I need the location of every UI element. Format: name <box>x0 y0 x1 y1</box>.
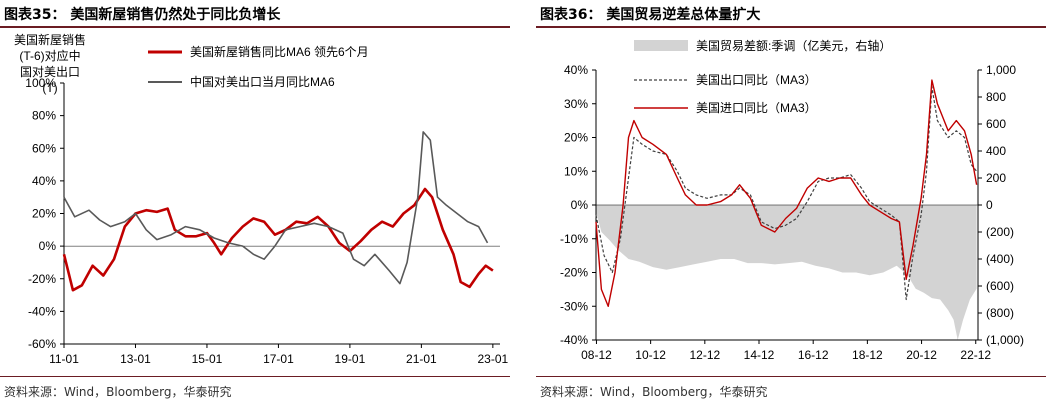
y-axis-label-line: 国对美出口 <box>20 65 80 79</box>
x-tick-label: 16-12 <box>798 348 829 362</box>
y-tick-label-left: -30% <box>560 299 588 313</box>
y-tick-label: 0% <box>39 239 57 253</box>
y-tick-label-right: (400) <box>986 252 1014 266</box>
y-tick-label-right: 0 <box>986 198 993 212</box>
y-axis-label-line: (T) <box>42 81 57 95</box>
x-tick-label: 18-12 <box>852 348 883 362</box>
x-tick-label: 22-12 <box>960 348 991 362</box>
source-note: 资料来源：Wind，Bloomberg，华泰研究 <box>4 385 232 399</box>
y-tick-label: -20% <box>28 272 56 286</box>
legend-label: 美国进口同比（MA3） <box>696 101 817 115</box>
y-tick-label-right: (600) <box>986 279 1014 293</box>
source-note: 资料来源：Wind，Bloomberg，华泰研究 <box>540 385 768 399</box>
y-tick-label-left: 30% <box>564 97 588 111</box>
y-tick-label-right: (1,000) <box>986 333 1024 347</box>
x-tick-label: 19-01 <box>335 352 366 366</box>
chart-title: 美国贸易逆差总体量扩大 <box>606 7 761 23</box>
y-axis-label-line: 美国新屋销售 <box>14 32 86 47</box>
chart-right-svg: 40% 30% 20% 10% 0% -10% -20% -30% -40% 1,000 800 60… <box>560 38 1024 362</box>
y-tick-label-right: 800 <box>986 90 1006 104</box>
x-tick-label: 08-12 <box>581 348 612 362</box>
y-tick-label-right: (800) <box>986 306 1014 320</box>
y-tick-label-left: 20% <box>564 131 588 145</box>
x-tick-label: 21-01 <box>406 352 437 366</box>
x-tick-label: 10-12 <box>635 348 666 362</box>
legend-label: 美国新屋销售同比MA6 领先6个月 <box>190 44 369 59</box>
figure-label: 图表35： <box>4 7 66 23</box>
legend-label: 中国对美出口当月同比MA6 <box>190 74 335 89</box>
chart-panel-right: 图表36： 美国贸易逆差总体量扩大 40% 30% 20% 10% 0% -10% -20%… <box>536 0 1056 410</box>
x-tick-label: 14-12 <box>744 348 775 362</box>
y-tick-label: 80% <box>32 109 56 123</box>
chart-left-svg: 100% 80% 60% 40% 20% 0% -20% -40% -60%11-01 13-01… <box>14 32 509 366</box>
y-tick-label: 20% <box>32 207 56 221</box>
y-tick-label-right: 400 <box>986 144 1006 158</box>
y-tick-label-right: 600 <box>986 117 1006 131</box>
chart-title: 美国新屋销售仍然处于同比负增长 <box>70 7 281 23</box>
y-tick-label-right: 200 <box>986 171 1006 185</box>
y-tick-label-left: 40% <box>564 63 588 77</box>
legend-label: 美国出口同比（MA3） <box>696 73 817 87</box>
series-line <box>595 79 978 307</box>
trade-balance-area <box>596 205 977 340</box>
legend-label: 美国贸易差额:季调（亿美元，右轴） <box>696 38 891 53</box>
x-tick-label: 12-12 <box>689 348 720 362</box>
series-line <box>63 131 489 285</box>
x-tick-label: 23-01 <box>478 352 509 366</box>
y-axis-label-line: (T-6)对应中 <box>19 48 80 63</box>
title-divider <box>0 26 510 28</box>
x-tick-label: 20-12 <box>906 348 937 362</box>
series-line <box>62 187 494 292</box>
x-tick-label: 17-01 <box>263 352 294 366</box>
y-tick-label-left: -20% <box>560 266 588 280</box>
y-tick-label-left: -40% <box>560 333 588 347</box>
figure-title: 图表36： 美国贸易逆差总体量扩大 <box>540 4 760 24</box>
y-tick-label-right: 1,000 <box>986 63 1016 77</box>
source-divider <box>536 376 1046 377</box>
y-tick-label: -40% <box>28 304 56 318</box>
y-tick-label: 60% <box>32 141 56 155</box>
y-tick-label-left: -10% <box>560 232 588 246</box>
figure-title: 图表35： 美国新屋销售仍然处于同比负增长 <box>4 4 280 24</box>
y-tick-label-left: 10% <box>564 164 588 178</box>
x-tick-label: 13-01 <box>120 352 151 366</box>
x-tick-label: 11-01 <box>49 352 79 366</box>
y-tick-label-right: (200) <box>986 225 1014 239</box>
y-tick-label: 100% <box>25 76 56 90</box>
legend-swatch <box>634 40 688 51</box>
y-tick-label-left: 0% <box>571 198 589 212</box>
y-tick-label: 40% <box>32 174 56 188</box>
chart-panel-left: 图表35： 美国新屋销售仍然处于同比负增长 100% 80% 60% 40% 20% 0%… <box>0 0 520 410</box>
source-divider <box>0 376 510 377</box>
x-tick-label: 15-01 <box>192 352 223 366</box>
series-line <box>595 86 978 301</box>
y-tick-label: -60% <box>28 337 56 351</box>
title-divider <box>536 26 1046 28</box>
figure-label: 图表36： <box>540 7 602 23</box>
